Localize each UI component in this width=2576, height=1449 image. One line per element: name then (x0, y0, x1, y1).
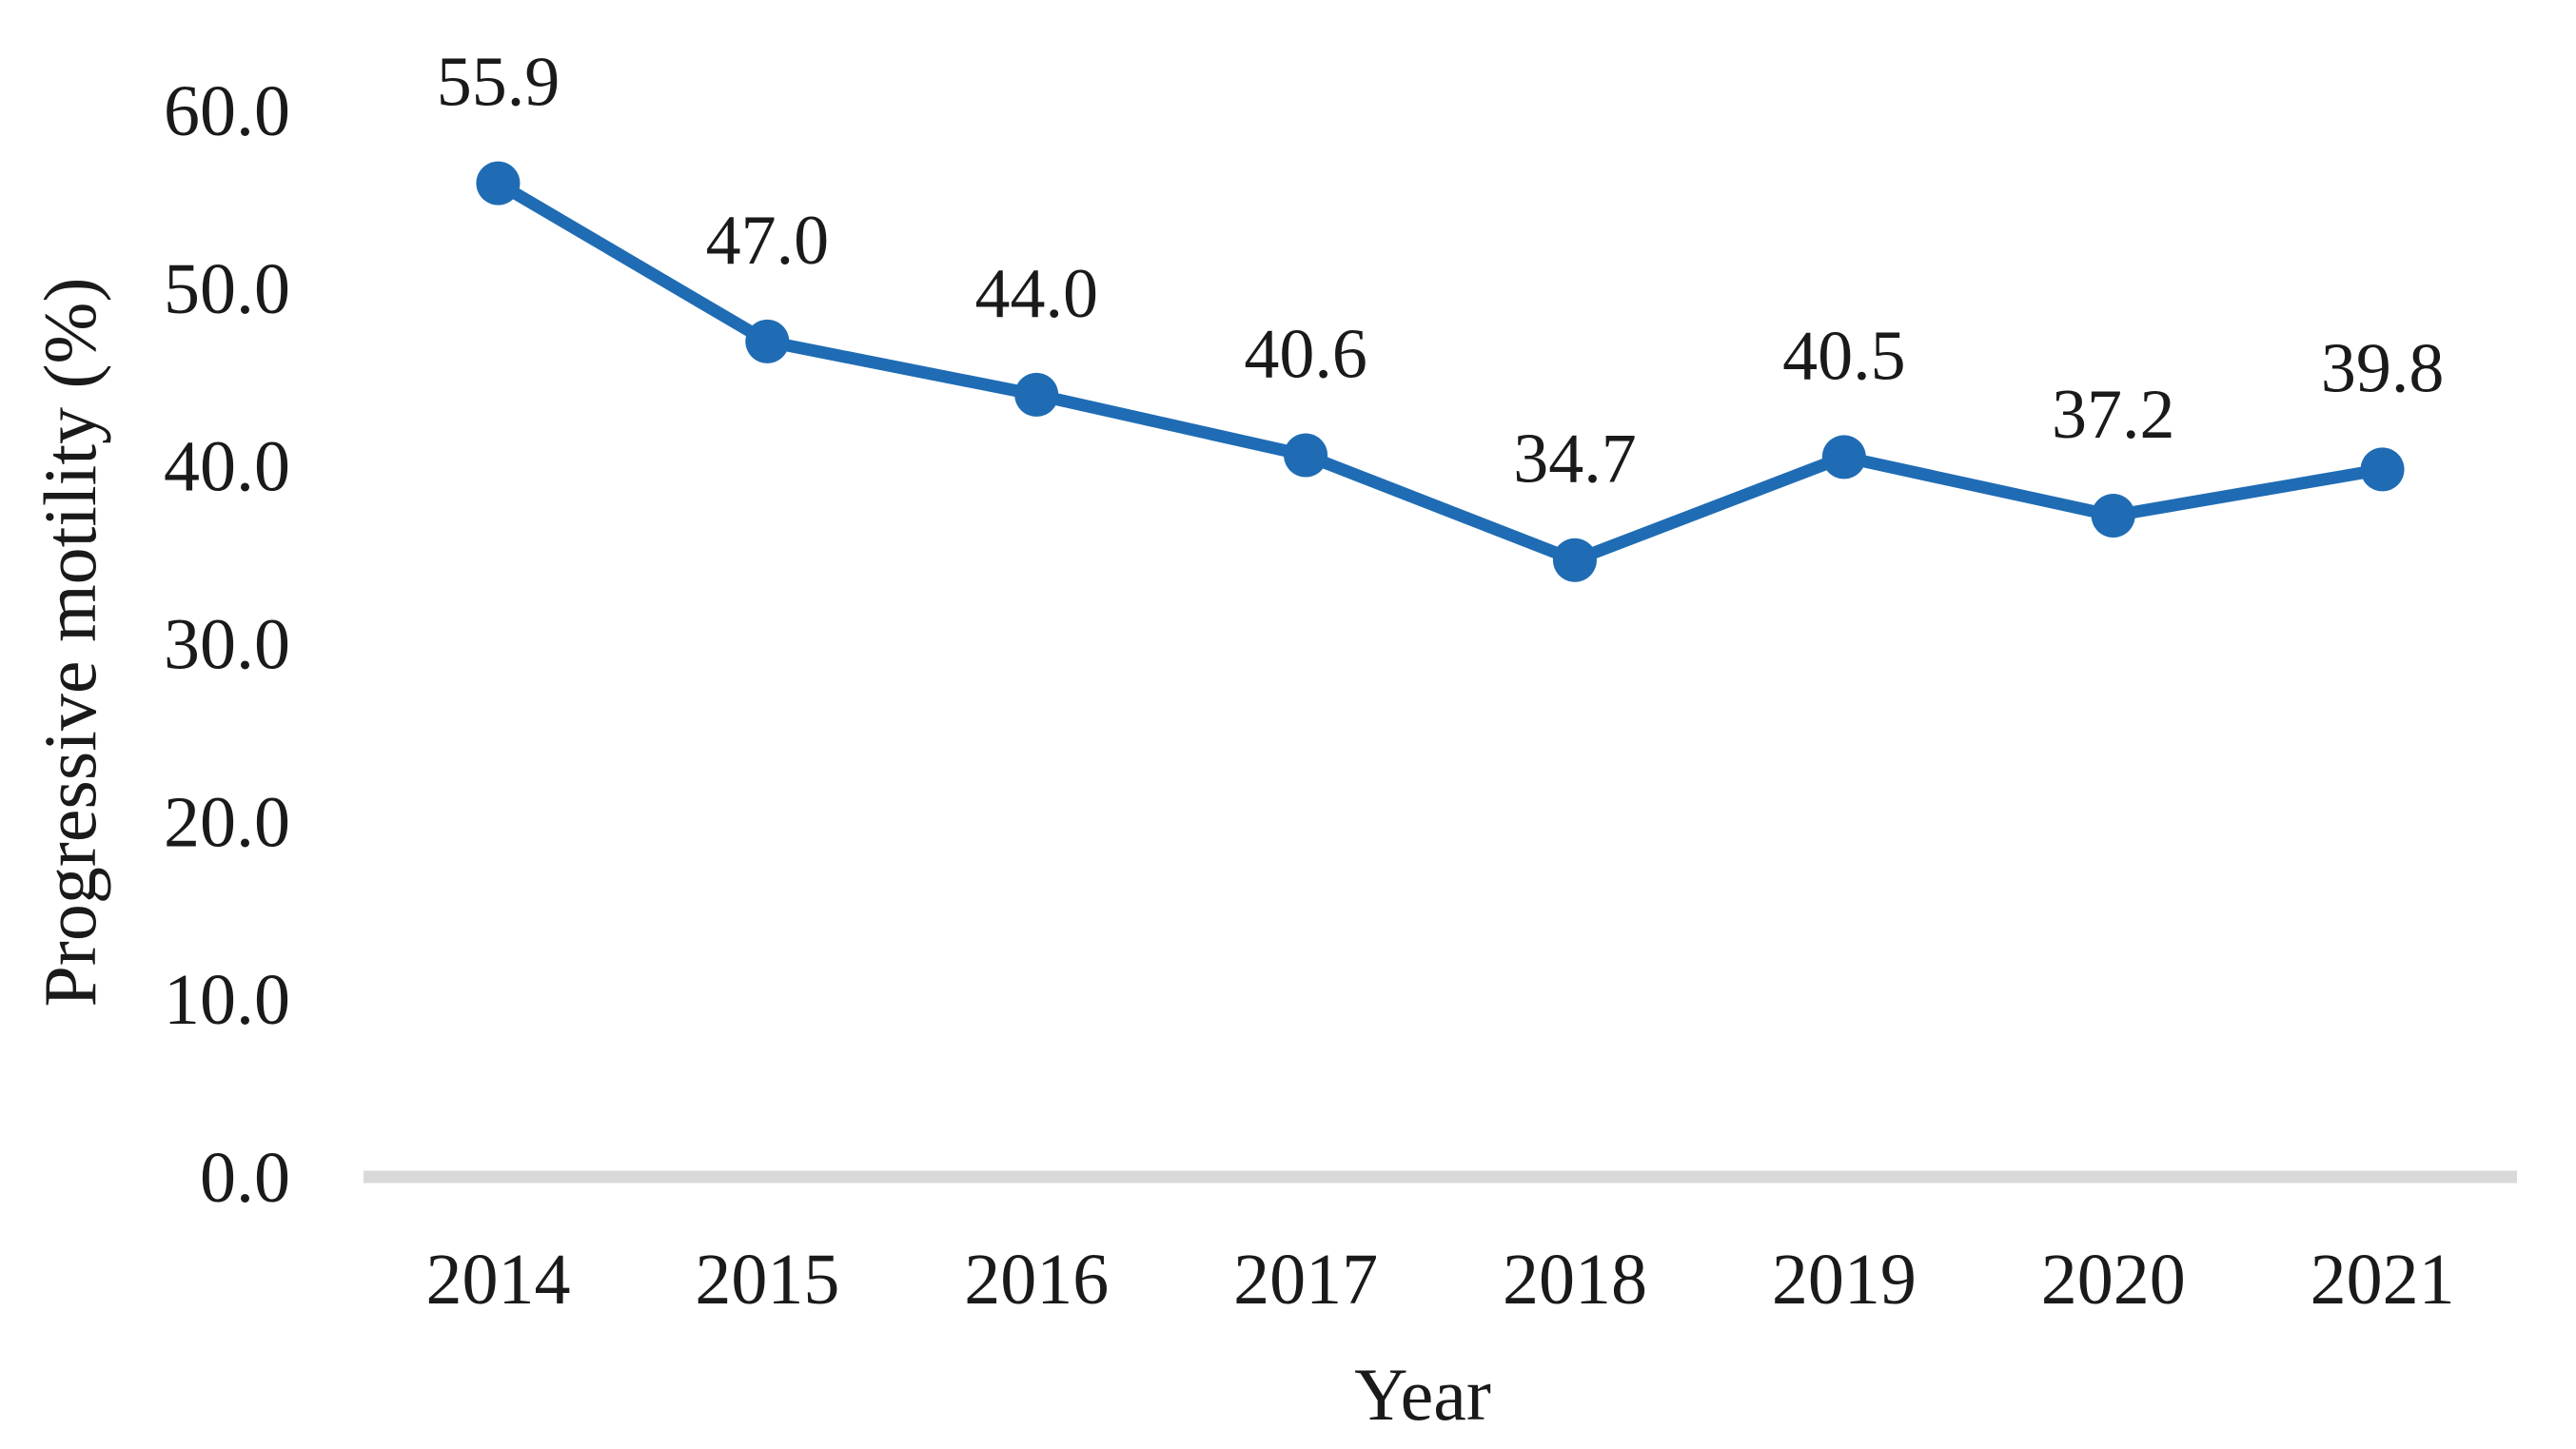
data-point-label: 39.8 (2321, 329, 2445, 407)
x-axis-tick-label: 2015 (695, 1240, 839, 1320)
x-axis-tick-label: 2018 (1503, 1240, 1647, 1320)
line-series (476, 161, 2405, 582)
y-axis-tick-label: 10.0 (164, 960, 290, 1040)
x-axis-title: Year (1354, 1353, 1491, 1436)
data-point-label: 34.7 (1513, 421, 1637, 499)
x-axis-tick-label: 2020 (2041, 1240, 2186, 1320)
data-point-marker (1014, 372, 1059, 417)
x-axis-tick-label: 2016 (964, 1240, 1109, 1320)
series-line (491, 177, 2389, 567)
data-point-label: 47.0 (706, 202, 830, 280)
y-axis-tick-labels: 0.0 10.0 20.0 30.0 40.0 50.0 60.0 (164, 71, 290, 1218)
data-point-label: 40.5 (1782, 317, 1906, 395)
data-point-marker (2360, 447, 2405, 492)
y-axis-tick-label: 60.0 (164, 71, 290, 151)
x-axis-tick-label: 2014 (425, 1240, 570, 1320)
x-axis-tick-label: 2021 (2311, 1240, 2455, 1320)
data-point-marker (745, 319, 790, 363)
data-point-marker (1552, 538, 1597, 582)
y-axis-tick-label: 40.0 (164, 427, 290, 507)
data-point-label: 44.0 (974, 255, 1098, 333)
y-axis-tick-label: 20.0 (164, 782, 290, 862)
data-point-marker (1284, 433, 1328, 478)
data-point-labels: 55.9 47.0 44.0 40.6 34.7 40.5 37.2 39.8 (437, 44, 2445, 499)
y-axis-tick-label: 50.0 (164, 249, 290, 329)
data-point-label: 55.9 (437, 44, 560, 122)
data-point-marker (1821, 435, 1866, 480)
data-point-marker (2091, 493, 2135, 538)
x-axis-tick-label: 2019 (1772, 1240, 1917, 1320)
x-axis-line (364, 1170, 2517, 1184)
y-axis-tick-label: 0.0 (200, 1138, 290, 1218)
data-point-label: 37.2 (2052, 376, 2175, 454)
data-point-marker (476, 161, 521, 206)
y-axis-title: Progressive motility (%) (29, 278, 111, 1008)
x-axis-tick-labels: 2014 2015 2016 2017 2018 2019 2020 2021 (425, 1240, 2454, 1320)
data-point-label: 40.6 (1244, 315, 1367, 393)
y-axis-tick-label: 30.0 (164, 605, 290, 685)
x-axis-tick-label: 2017 (1233, 1240, 1378, 1320)
